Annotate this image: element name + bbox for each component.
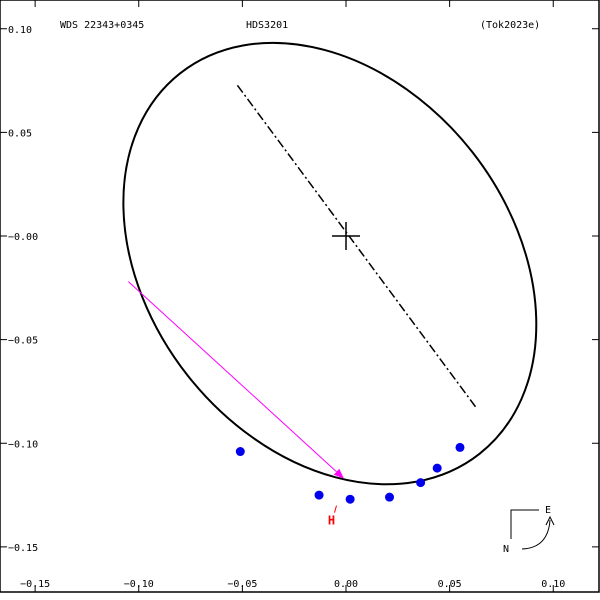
orbit-ellipse [122, 41, 538, 486]
compass-north-label: N [503, 544, 509, 555]
observation-point [432, 463, 442, 473]
tick-labels: −0.15 −0.10 −0.05 0.00 0.05 0.10 0.10 0.05 −0.00… [8, 25, 565, 590]
y-tick-label: −0.05 [8, 336, 38, 347]
header-center: HDS3201 [246, 20, 288, 31]
x-tick-label: 0.10 [541, 579, 565, 590]
motion-arrow-line [128, 281, 337, 473]
compass-rotation-arrow [521, 519, 551, 550]
observation-point [416, 478, 426, 488]
header-left: WDS 22343+0345 [60, 20, 144, 31]
y-tick-label: −0.10 [8, 439, 38, 450]
compass-arrowhead [545, 515, 555, 526]
x-tick-label: −0.10 [124, 579, 154, 590]
y-tick-label: −0.00 [8, 232, 38, 243]
compass: E N [503, 505, 555, 555]
observation-point [455, 442, 465, 452]
y-tick-label: 0.10 [8, 25, 32, 36]
line-of-nodes [236, 84, 477, 408]
x-tick-label: 0.05 [438, 579, 462, 590]
motion-arrowhead [333, 468, 344, 479]
observation-point [235, 447, 245, 457]
x-tick-label: −0.15 [20, 579, 50, 590]
orbit-group: H [122, 41, 538, 528]
observation-point [385, 492, 395, 502]
annotation-leader [334, 505, 337, 513]
x-tick-label: 0.00 [334, 579, 358, 590]
y-tick-label: −0.15 [8, 543, 38, 554]
observation-point [345, 494, 355, 504]
compass-north-line [510, 509, 539, 539]
compass-east-label: E [545, 505, 551, 516]
observation-point [314, 490, 324, 500]
x-tick-label: −0.05 [227, 579, 257, 590]
header-right: (Tok2023e) [480, 20, 540, 31]
y-tick-label: 0.05 [8, 128, 32, 139]
annotation-label: H [328, 514, 335, 528]
